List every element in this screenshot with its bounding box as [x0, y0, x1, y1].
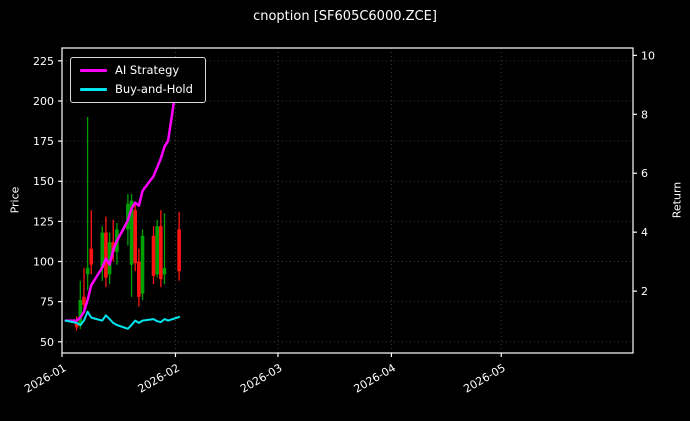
candle-body — [151, 235, 156, 276]
plot-border — [61, 47, 634, 354]
price-tick-label: 175 — [33, 135, 54, 148]
candle-body — [100, 232, 105, 268]
ai-strategy-line — [64, 65, 181, 322]
legend-label: Buy-and-Hold — [115, 81, 193, 96]
candle-body — [104, 232, 108, 278]
date-tick-label: 2026-02 — [136, 361, 182, 395]
ai-strategy-line-swatch — [80, 69, 107, 73]
candle-body — [85, 267, 90, 275]
candle-body — [133, 210, 138, 264]
candle-body — [159, 226, 163, 280]
candle-body — [82, 296, 86, 305]
candle-body — [137, 261, 141, 297]
candle-body — [162, 267, 167, 275]
price-tick-label: 225 — [33, 55, 54, 68]
candle-body — [78, 300, 83, 326]
legend-entry-buy-and-hold: Buy-and-Hold — [80, 81, 193, 96]
candle-body — [177, 229, 181, 272]
buy-and-hold-line — [64, 310, 181, 330]
y-axis-label-return: Return — [670, 181, 684, 219]
date-tick-label: 2026-05 — [461, 361, 507, 395]
y-axis-label-price: Price — [8, 186, 22, 214]
buy-and-hold-line-swatch — [80, 87, 107, 91]
price-tick-label: 100 — [33, 256, 54, 269]
price-tick-label: 200 — [33, 95, 54, 108]
return-tick-label: 10 — [641, 49, 655, 62]
return-tick-label: 6 — [641, 167, 648, 180]
price-tick-label: 50 — [40, 336, 54, 349]
return-tick-label: 4 — [641, 226, 648, 239]
legend-entry-ai-strategy: AI Strategy — [80, 63, 193, 77]
candle-body — [129, 200, 134, 265]
chart-title: cnoption [SF605C6000.ZCE] — [253, 9, 437, 24]
legend-label: AI Strategy — [115, 63, 180, 77]
date-tick-label: 2026-01 — [22, 361, 68, 395]
price-tick-label: 150 — [33, 175, 54, 188]
candle-body — [140, 235, 145, 294]
legend: AI Strategy Buy-and-Hold — [70, 57, 206, 103]
candle-body — [74, 322, 79, 328]
candle-body — [155, 226, 159, 275]
price-tick-label: 125 — [33, 215, 54, 228]
price-tick-label: 75 — [40, 296, 54, 309]
date-tick-label: 2026-04 — [352, 361, 398, 395]
return-tick-label: 2 — [641, 285, 648, 298]
candle-body — [89, 248, 94, 265]
candle-body — [107, 242, 112, 275]
date-tick-label: 2026-03 — [238, 361, 284, 395]
return-tick-label: 8 — [641, 108, 648, 121]
